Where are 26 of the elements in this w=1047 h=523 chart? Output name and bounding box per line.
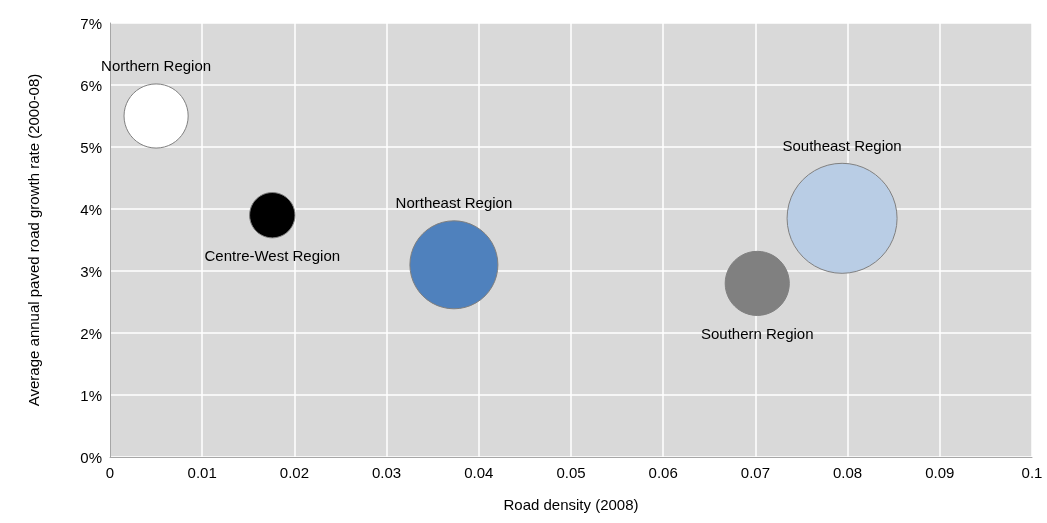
y-tick-label: 0% <box>80 448 102 466</box>
series-label: Northeast Region <box>395 194 513 212</box>
y-tick-label: 7% <box>80 14 102 32</box>
y-axis-title: Average annual paved road growth rate (2000-08) <box>24 73 42 407</box>
x-axis-title: Road density (2008) <box>503 495 639 513</box>
x-tick-label: 0.1 <box>1021 464 1043 481</box>
series-label: Northern Region <box>101 57 212 75</box>
y-tick-label: 4% <box>80 200 102 218</box>
x-tick-label: 0.06 <box>648 464 678 481</box>
x-tick-label: 0.05 <box>556 464 586 481</box>
x-tick-label: 0.07 <box>740 464 770 481</box>
x-tick-label: 0.09 <box>925 464 955 481</box>
series-label: Southern Region <box>700 324 814 342</box>
x-tick-label: 0 <box>105 464 115 481</box>
series-label: Southeast Region <box>782 136 902 154</box>
series-label: Centre-West Region <box>204 247 341 265</box>
y-tick-label: 6% <box>80 76 102 94</box>
x-tick-label: 0.01 <box>187 464 217 481</box>
x-tick-label: 0.04 <box>464 464 494 481</box>
x-tick-label: 0.03 <box>372 464 402 481</box>
y-tick-label: 2% <box>80 324 102 342</box>
y-tick-label: 3% <box>80 262 102 280</box>
x-tick-label: 0.02 <box>279 464 309 481</box>
x-tick-label: 0.08 <box>833 464 863 481</box>
y-tick-label: 1% <box>80 386 102 404</box>
y-tick-label: 5% <box>80 138 102 156</box>
